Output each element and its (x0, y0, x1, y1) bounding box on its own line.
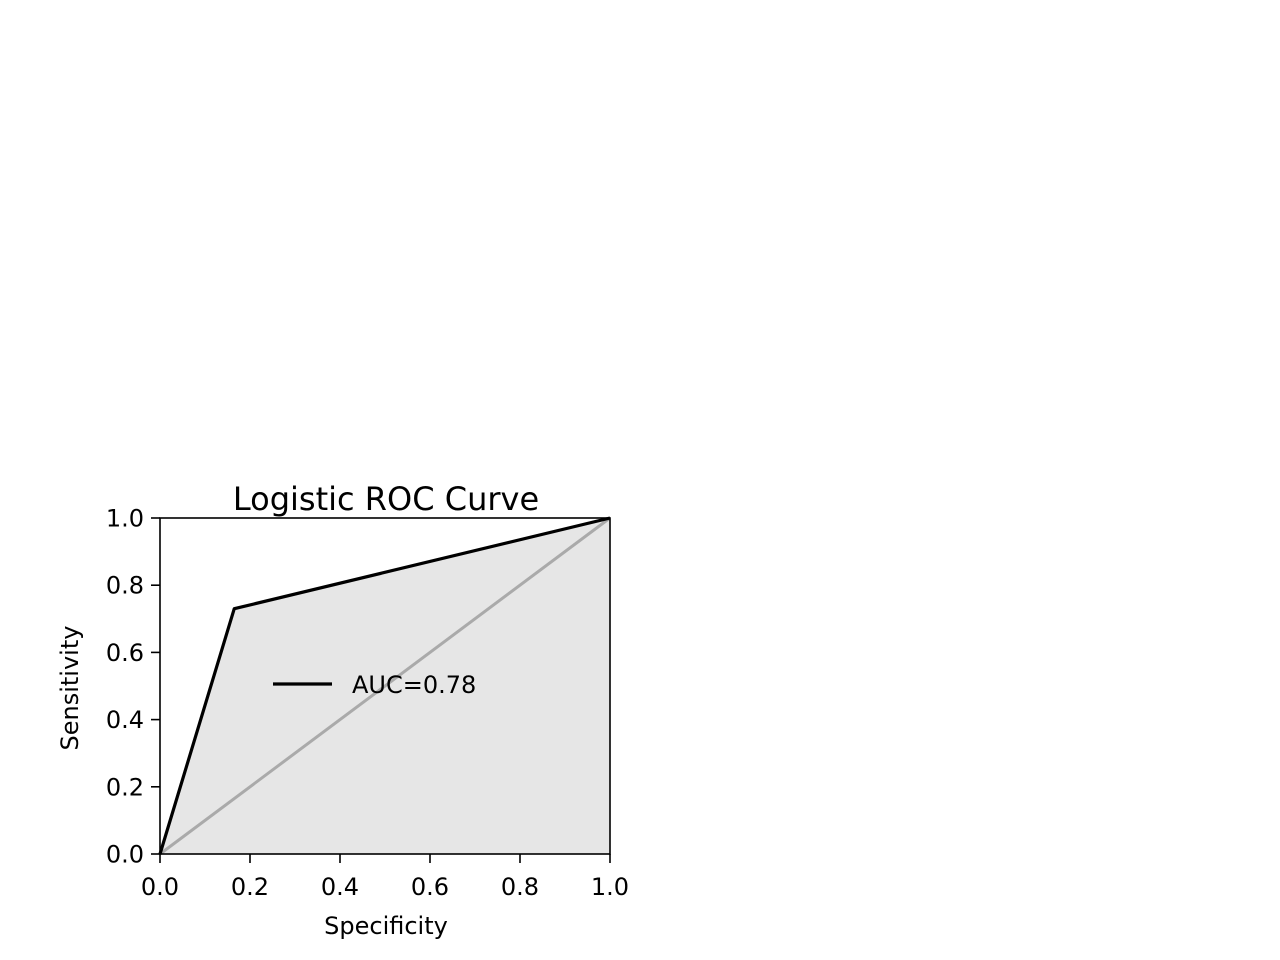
y-axis-label: Sensitivity (56, 626, 84, 751)
plot-area (158, 516, 611, 856)
x-tick-label: 0.8 (501, 873, 539, 901)
x-tick-label: 0.2 (231, 873, 269, 901)
y-tick-label: 0.6 (106, 639, 144, 667)
y-tick-label: 0.0 (106, 841, 144, 869)
y-tick-label: 0.2 (106, 773, 144, 801)
y-tick-label: 1.0 (106, 505, 144, 533)
series-line-0 (158, 516, 611, 855)
x-tick-label: 0.0 (141, 873, 179, 901)
x-tick-label: 0.6 (411, 873, 449, 901)
x-axis-label: Specificity (324, 912, 448, 940)
y-axis-ticks: 0.0 0.2 0.4 0.6 0.8 1.0 (106, 505, 160, 869)
axes-frame (159, 517, 611, 855)
series-lines (158, 516, 611, 855)
x-axis-ticks: 0.0 0.2 0.4 0.6 0.8 1.0 (141, 854, 629, 901)
x-tick-label: 1.0 (591, 873, 629, 901)
reference-diagonal (159, 516, 611, 856)
legend-label: AUC=0.78 (352, 671, 476, 699)
y-tick-label: 0.4 (106, 706, 144, 734)
y-tick-label: 0.8 (106, 572, 144, 600)
x-tick-label: 0.4 (321, 873, 359, 901)
chart-title: Logistic ROC Curve (233, 480, 539, 518)
reference-diagonal-line (159, 516, 611, 856)
legend: AUC=0.78 (273, 671, 476, 699)
